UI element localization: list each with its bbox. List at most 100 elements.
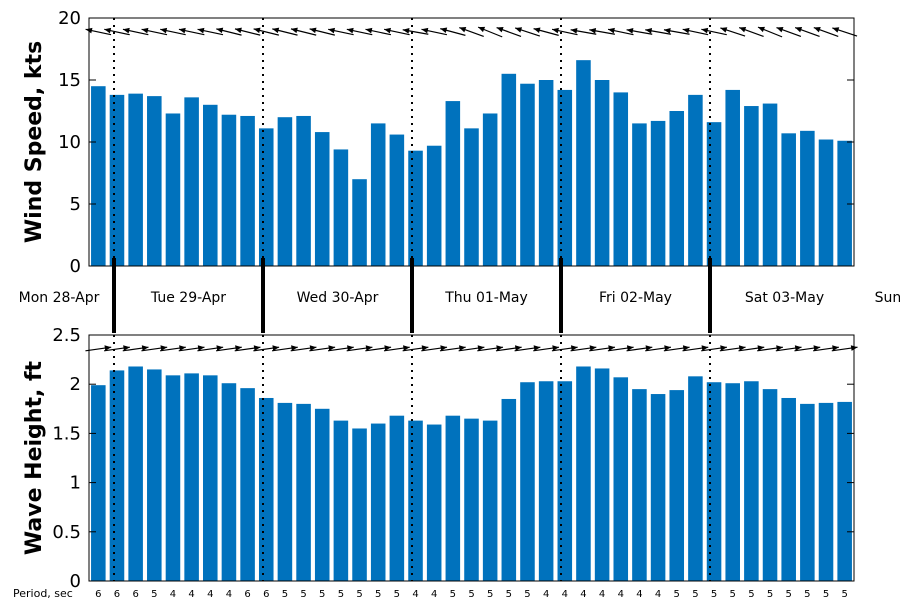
period-label-3: 5 <box>151 589 157 600</box>
period-label-30: 4 <box>655 589 661 600</box>
day-label-0: Mon 28-Apr <box>19 290 100 306</box>
direction-arrow-1-0 <box>85 345 112 352</box>
bar-1-21 <box>482 420 498 581</box>
direction-arrow-1-11 <box>290 345 317 352</box>
bar-0-19 <box>445 101 461 266</box>
direction-arrow-1-20 <box>458 345 485 352</box>
direction-arrow-0-10 <box>272 27 298 36</box>
direction-arrow-0-4 <box>160 27 186 36</box>
direction-arrow-1-28 <box>607 345 634 352</box>
day-label-3: Thu 01-May <box>444 290 528 306</box>
period-label-17: 4 <box>412 589 418 600</box>
direction-arrow-1-30 <box>645 345 672 352</box>
bar-1-17 <box>408 420 423 581</box>
bar-0-21 <box>482 113 498 266</box>
bar-0-5 <box>184 97 199 266</box>
bar-1-8 <box>240 388 255 581</box>
bar-1-29 <box>632 389 647 581</box>
bar-1-4 <box>165 375 181 581</box>
bar-0-2 <box>128 93 143 266</box>
bar-0-35 <box>744 106 759 266</box>
period-label-19: 5 <box>450 589 456 600</box>
bar-0-27 <box>594 80 610 266</box>
direction-arrow-0-33 <box>701 27 727 36</box>
direction-arrow-0-12 <box>309 27 335 36</box>
ytick-label-1-4: 2 <box>70 374 81 395</box>
bar-0-3 <box>147 96 162 267</box>
period-label-32: 5 <box>692 589 698 600</box>
day-label-5: Sat 03-May <box>745 290 824 306</box>
bar-0-1 <box>109 94 125 266</box>
direction-arrow-0-18 <box>421 27 448 36</box>
bar-0-26 <box>576 60 591 266</box>
ytick-label-0-1: 5 <box>70 194 81 215</box>
day-label-strip: Mon 28-Apr Tue 29-Apr Wed 30-Apr Thu 01-May… <box>19 258 900 333</box>
period-label-11: 5 <box>300 589 306 600</box>
bar-0-13 <box>333 149 349 266</box>
bar-0-32 <box>688 94 703 266</box>
bar-0-23 <box>520 83 535 266</box>
bar-1-23 <box>520 382 535 581</box>
period-label-24: 4 <box>543 589 549 600</box>
direction-arrow-1-40 <box>831 345 858 352</box>
period-label-14: 5 <box>356 589 362 600</box>
day-label-4: Fri 02-May <box>599 290 672 306</box>
period-label-28: 4 <box>618 589 624 600</box>
direction-arrow-1-26 <box>570 345 597 352</box>
day-label-1: Tue 29-Apr <box>150 290 226 306</box>
bar-1-13 <box>333 420 349 581</box>
period-label-7: 4 <box>226 589 232 600</box>
period-label-13: 5 <box>338 589 344 600</box>
direction-arrow-1-19 <box>439 345 466 352</box>
direction-arrow-1-25 <box>551 345 578 352</box>
direction-arrow-1-15 <box>365 345 392 352</box>
period-label-12: 5 <box>319 589 325 600</box>
bar-1-19 <box>445 415 461 581</box>
bar-0-33 <box>706 122 722 266</box>
direction-arrow-1-3 <box>141 345 168 352</box>
bar-0-40 <box>837 140 852 266</box>
period-label-15: 5 <box>375 589 381 600</box>
period-label-8: 6 <box>244 589 250 600</box>
direction-arrow-1-1 <box>104 345 130 352</box>
direction-arrow-0-15 <box>365 27 392 36</box>
direction-arrow-1-37 <box>775 345 802 352</box>
direction-arrow-0-13 <box>328 27 354 36</box>
bar-1-32 <box>688 376 703 581</box>
direction-arrow-1-27 <box>589 345 616 352</box>
y-axis-label-1: Wave Height, ft <box>22 360 47 555</box>
period-label-4: 4 <box>170 589 176 600</box>
period-label-5: 4 <box>188 589 194 600</box>
bar-1-27 <box>594 368 610 581</box>
direction-arrow-0-39 <box>813 26 839 38</box>
direction-arrow-0-7 <box>216 27 242 36</box>
direction-arrow-0-21 <box>477 26 503 38</box>
bar-0-31 <box>669 111 685 266</box>
bar-0-11 <box>296 115 311 267</box>
bar-0-8 <box>240 115 255 267</box>
period-label-34: 5 <box>730 589 736 600</box>
direction-arrow-0-20 <box>459 26 484 38</box>
direction-arrow-1-13 <box>327 345 354 352</box>
bar-1-16 <box>389 415 405 581</box>
direction-arrow-0-25 <box>551 27 578 36</box>
direction-arrow-0-35 <box>738 26 764 38</box>
direction-arrow-0-23 <box>514 27 541 37</box>
period-label-38: 5 <box>804 589 810 600</box>
day-label-2: Wed 30-Apr <box>297 290 379 306</box>
bar-1-34 <box>725 383 740 581</box>
bar-0-20 <box>464 128 479 266</box>
direction-arrow-0-22 <box>496 26 522 38</box>
direction-arrow-1-31 <box>663 345 690 352</box>
period-label-39: 5 <box>823 589 829 600</box>
direction-arrow-1-14 <box>346 345 373 352</box>
direction-arrow-1-22 <box>495 345 522 352</box>
direction-arrow-0-2 <box>122 27 149 36</box>
direction-arrow-0-5 <box>178 27 205 36</box>
direction-arrow-0-9 <box>253 27 280 36</box>
ytick-label-1-3: 1.5 <box>52 423 81 444</box>
bar-1-7 <box>221 383 237 581</box>
bar-1-10 <box>277 402 293 581</box>
